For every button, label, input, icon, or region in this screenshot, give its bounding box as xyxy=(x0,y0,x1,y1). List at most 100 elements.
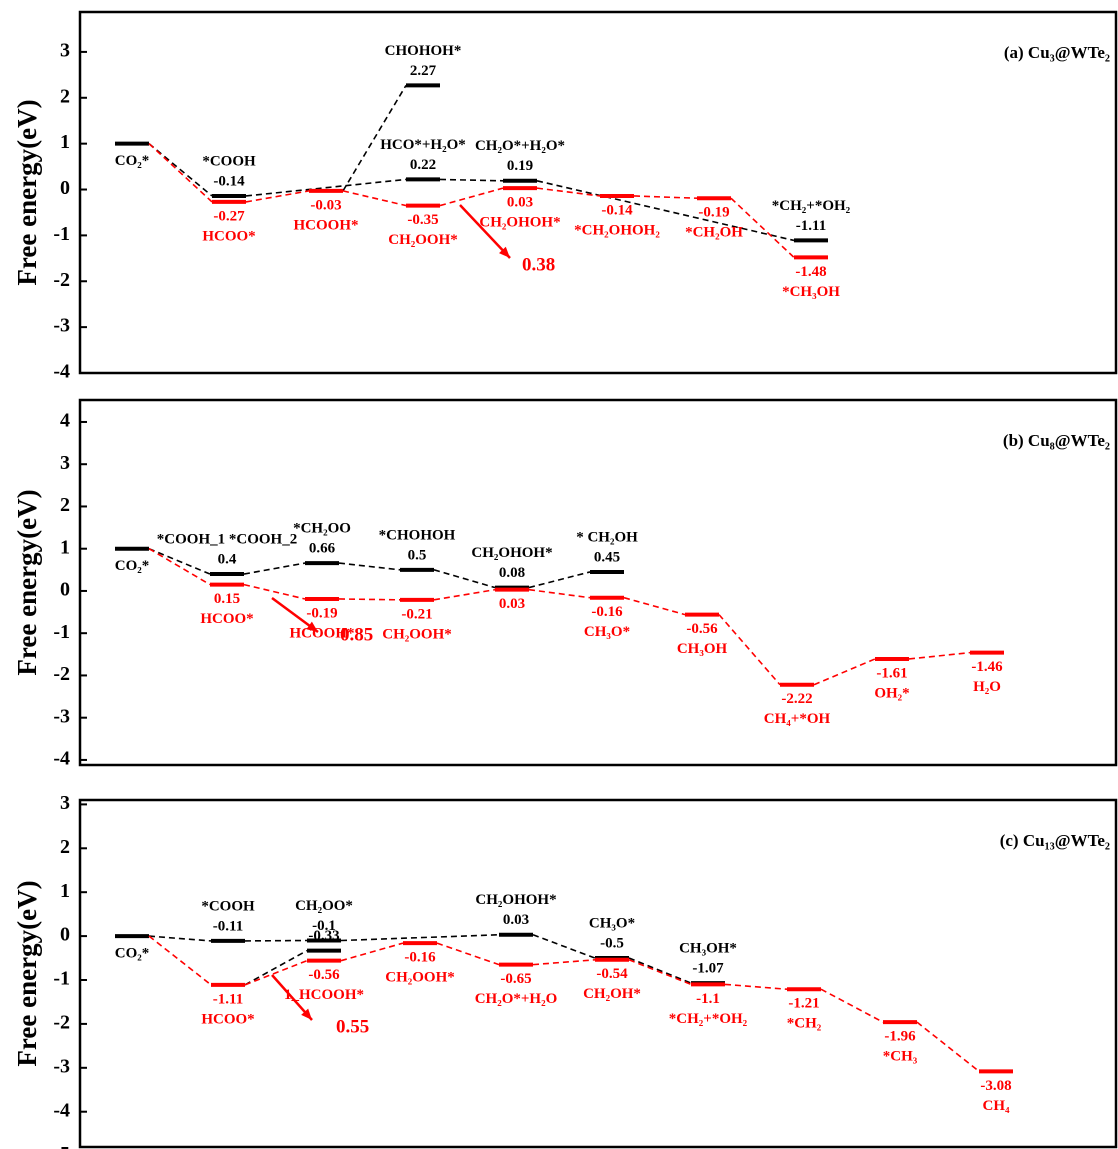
value-label: -2.22 xyxy=(781,691,812,707)
figure: (a) Cu₃@WTe₂ Free energy(eV) -4 -3 -2 -1 0 1 2 3 C… xyxy=(0,0,1118,1149)
y-tick-label: 1 xyxy=(60,880,70,902)
connector xyxy=(529,590,590,598)
value-label: 0.03 xyxy=(507,195,533,211)
value-label: -0.14 xyxy=(601,202,633,218)
connector xyxy=(341,943,403,961)
barrier-label: 0.38 xyxy=(522,254,555,275)
value-label: -1.07 xyxy=(692,961,724,977)
species-label: *COOH xyxy=(201,898,255,914)
value-label: 0.03 xyxy=(503,912,529,928)
connector xyxy=(149,936,211,941)
species-label: CH₂OO* xyxy=(295,898,353,914)
y-axis-label: Free energy(eV) xyxy=(12,99,42,285)
y-tick-label: -3 xyxy=(53,315,70,337)
connector xyxy=(529,572,590,588)
species-label: CH₂OH* xyxy=(583,986,641,1002)
panel-title: (a) Cu₃@WTe₂ xyxy=(1004,43,1110,62)
species-label: CH₂OHOH* xyxy=(475,892,556,908)
y-tick-label: 1 xyxy=(60,131,70,153)
value-label: -1.21 xyxy=(788,996,819,1012)
connector xyxy=(537,188,600,196)
species-label: CH₃O* xyxy=(589,915,635,931)
y-tick-label: 3 xyxy=(60,792,70,814)
value-label: 0.15 xyxy=(214,591,240,607)
connector xyxy=(909,653,970,659)
barrier-label: 0.85 xyxy=(340,624,373,645)
value-label: -1.48 xyxy=(795,264,826,280)
connector xyxy=(719,615,780,685)
species-label: CH₃O* xyxy=(584,624,630,640)
value-label: -0.54 xyxy=(596,966,628,982)
value-label: 0.4 xyxy=(218,551,237,567)
species-label: CH₂O*+H₂O* xyxy=(475,138,565,154)
value-label: 0.45 xyxy=(594,549,620,565)
value-label: -0.21 xyxy=(401,606,432,622)
species-label: CO₂* xyxy=(115,558,150,574)
y-tick-label: 0 xyxy=(60,579,70,601)
value-label: -1.11 xyxy=(213,991,243,1007)
species-label: *CH₂OO xyxy=(293,521,351,537)
value-label: -0.56 xyxy=(686,621,718,637)
barrier-label: 0.55 xyxy=(336,1016,369,1037)
value-label: 2.27 xyxy=(410,63,437,79)
value-label: -0.19 xyxy=(698,205,729,221)
value-label: 0.03 xyxy=(499,596,525,612)
species-label: CHOHOH* xyxy=(385,43,462,59)
species-label: *CH₂OHOH₂ xyxy=(574,222,660,238)
value-label: -1.11 xyxy=(796,218,826,234)
species-label: *CH₂ xyxy=(787,1016,822,1032)
value-label: -1.46 xyxy=(971,659,1003,675)
species-label: *CH₃OH xyxy=(782,284,840,300)
species-label: HCO*+H₂O* xyxy=(380,137,466,153)
y-tick-label: -3 xyxy=(53,1055,70,1077)
y-tick-label: 2 xyxy=(60,85,70,107)
connector xyxy=(814,659,875,685)
value-label: -0.33 xyxy=(308,928,339,944)
species-label: *CH₂+*OH₂ xyxy=(669,1011,748,1027)
value-label: 0.5 xyxy=(408,547,427,563)
value-label: 0.08 xyxy=(499,565,525,581)
connector xyxy=(246,179,406,196)
connector xyxy=(434,570,495,588)
connector xyxy=(149,549,210,574)
value-label: -3.08 xyxy=(980,1078,1011,1094)
species-label: HCOO* xyxy=(201,1011,254,1027)
connector xyxy=(821,989,883,1022)
connector xyxy=(437,943,499,965)
species-label: *CHOHOH xyxy=(379,527,456,543)
species-label: CH₂OOH* xyxy=(385,970,455,986)
y-tick-label: 2 xyxy=(60,494,70,516)
species-label: *CH₂OH xyxy=(685,225,743,241)
value-label: 0.19 xyxy=(507,158,533,174)
y-axis-label: Free energy(eV) xyxy=(12,880,42,1066)
species-label: CO₂* xyxy=(115,946,150,962)
value-label: -0.16 xyxy=(404,950,436,966)
species-label: *CH₃ xyxy=(883,1049,918,1065)
connector xyxy=(917,1022,979,1071)
y-tick-label: -2 xyxy=(53,663,70,685)
panel-title: (c) Cu₁₃@WTe₂ xyxy=(1000,831,1110,850)
value-label: -0.16 xyxy=(591,604,623,620)
connector xyxy=(634,196,697,198)
y-tick-label: -1 xyxy=(53,621,70,643)
value-label: -1.61 xyxy=(876,665,907,681)
value-label: -0.11 xyxy=(213,918,243,934)
y-tick-label: -1 xyxy=(53,223,70,245)
connector xyxy=(440,179,503,180)
connector xyxy=(725,984,787,989)
species-label: CH₂OOH* xyxy=(388,232,458,248)
species-label: CH₂OOH* xyxy=(382,626,452,642)
y-tick-label: 2 xyxy=(60,836,70,858)
y-tick-label: 0 xyxy=(60,177,70,199)
connector xyxy=(244,585,305,599)
value-label: -1.96 xyxy=(884,1029,916,1045)
y-tick-label: -4 xyxy=(53,361,70,383)
value-label: -0.03 xyxy=(310,197,341,213)
connector xyxy=(339,599,400,600)
y-tick-label: -5 xyxy=(53,1143,70,1149)
value-label: -0.19 xyxy=(306,605,337,621)
value-label: -0.65 xyxy=(500,971,531,987)
value-label: 0.22 xyxy=(410,157,436,173)
value-label: 0.66 xyxy=(309,541,336,557)
panel-frame xyxy=(80,12,1116,373)
